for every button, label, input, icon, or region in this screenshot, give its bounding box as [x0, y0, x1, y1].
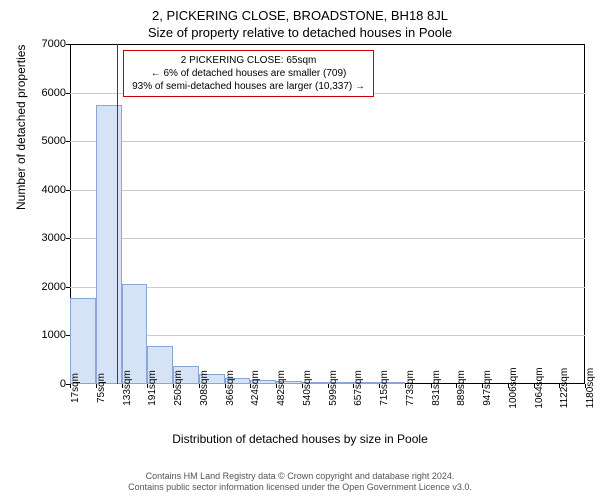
y-tick-label: 6000	[42, 87, 66, 99]
x-tick-label: 599sqm	[328, 370, 339, 406]
x-tick-mark	[482, 384, 483, 388]
y-tick-label: 1000	[42, 329, 66, 341]
marker-line	[117, 44, 118, 384]
x-tick-mark	[508, 384, 509, 388]
y-tick-mark	[66, 190, 70, 191]
y-tick-label: 5000	[42, 135, 66, 147]
x-tick-label: 831sqm	[431, 370, 442, 406]
x-tick-mark	[250, 384, 251, 388]
x-tick-label: 17sqm	[70, 373, 81, 403]
x-tick-mark	[456, 384, 457, 388]
grid-line	[70, 190, 585, 191]
x-axis-label: Distribution of detached houses by size …	[0, 432, 600, 446]
chart-title-sub: Size of property relative to detached ho…	[0, 23, 600, 44]
grid-line	[70, 335, 585, 336]
x-tick-mark	[96, 384, 97, 388]
chart-plot-area: 01000200030004000500060007000 17sqm75sqm…	[70, 44, 585, 384]
x-tick-label: 657sqm	[353, 370, 364, 406]
y-tick-mark	[66, 93, 70, 94]
x-tick-mark	[173, 384, 174, 388]
annotation-line3: 93% of semi-detached houses are larger (…	[132, 80, 365, 93]
x-tick-label: 424sqm	[250, 370, 261, 406]
grid-line	[70, 287, 585, 288]
histogram-bar	[122, 284, 148, 384]
y-tick-label: 2000	[42, 281, 66, 293]
x-tick-mark	[147, 384, 148, 388]
x-tick-mark	[70, 384, 71, 388]
x-tick-mark	[534, 384, 535, 388]
x-tick-mark	[559, 384, 560, 388]
x-tick-label: 1122sqm	[559, 368, 570, 408]
x-tick-label: 75sqm	[96, 373, 107, 403]
x-tick-mark	[585, 384, 586, 388]
x-tick-label: 540sqm	[302, 370, 313, 406]
x-tick-label: 1064sqm	[534, 367, 545, 408]
x-tick-label: 366sqm	[225, 370, 236, 406]
x-tick-label: 773sqm	[405, 370, 416, 406]
y-tick-label: 7000	[42, 38, 66, 50]
x-tick-label: 1006sqm	[508, 367, 519, 408]
footer-line2: Contains public sector information licen…	[0, 482, 600, 494]
x-tick-mark	[405, 384, 406, 388]
x-tick-mark	[302, 384, 303, 388]
y-tick-mark	[66, 335, 70, 336]
grid-line	[70, 141, 585, 142]
y-tick-label: 4000	[42, 184, 66, 196]
y-tick-mark	[66, 141, 70, 142]
footer-line1: Contains HM Land Registry data © Crown c…	[0, 471, 600, 483]
y-tick-mark	[66, 238, 70, 239]
y-tick-label: 3000	[42, 232, 66, 244]
x-tick-label: 1180sqm	[585, 368, 596, 408]
footer: Contains HM Land Registry data © Crown c…	[0, 471, 600, 494]
x-tick-label: 889sqm	[456, 370, 467, 406]
x-tick-mark	[199, 384, 200, 388]
y-axis-label: Number of detached properties	[14, 45, 28, 210]
x-tick-mark	[328, 384, 329, 388]
x-tick-mark	[276, 384, 277, 388]
x-tick-label: 947sqm	[482, 370, 493, 406]
chart-title-main: 2, PICKERING CLOSE, BROADSTONE, BH18 8JL	[0, 0, 600, 23]
y-tick-mark	[66, 287, 70, 288]
y-tick-mark	[66, 44, 70, 45]
x-tick-label: 250sqm	[173, 370, 184, 406]
x-tick-mark	[431, 384, 432, 388]
x-tick-label: 482sqm	[276, 370, 287, 406]
x-tick-mark	[225, 384, 226, 388]
x-tick-label: 133sqm	[122, 370, 133, 406]
histogram-bar	[70, 298, 96, 384]
annotation-box: 2 PICKERING CLOSE: 65sqm ← 6% of detache…	[123, 50, 374, 97]
x-tick-mark	[122, 384, 123, 388]
x-tick-label: 715sqm	[379, 370, 390, 406]
x-tick-label: 191sqm	[147, 370, 158, 406]
grid-line	[70, 238, 585, 239]
x-tick-mark	[379, 384, 380, 388]
x-tick-mark	[353, 384, 354, 388]
x-tick-label: 308sqm	[199, 370, 210, 406]
annotation-line2: ← 6% of detached houses are smaller (709…	[132, 67, 365, 80]
annotation-line1: 2 PICKERING CLOSE: 65sqm	[132, 54, 365, 67]
